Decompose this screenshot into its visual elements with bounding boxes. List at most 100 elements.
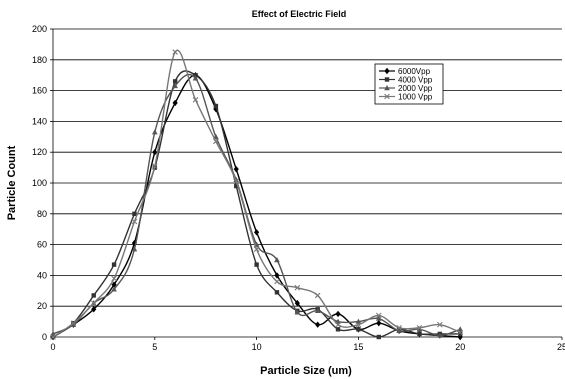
legend-label-3: 1000 Vpp [398, 93, 433, 102]
data-point-3-3-stroke-b [111, 275, 117, 282]
data-point-3-14-stroke-b [335, 321, 341, 328]
legend-marker-3 [384, 93, 390, 100]
data-point-2-11 [274, 257, 280, 263]
data-point-3-7 [192, 97, 199, 103]
data-point-1-4 [132, 211, 137, 216]
legend-label-0: 6000Vpp [398, 67, 431, 76]
legend-marker-0 [384, 67, 390, 75]
data-point-0-14 [335, 310, 341, 318]
data-point-3-6 [172, 49, 178, 55]
y-tick-label-0: 0 [42, 332, 47, 342]
data-point-3-20-stroke-b [457, 329, 463, 336]
chart-title: Effect of Electric Field [252, 9, 347, 19]
data-point-0-6 [172, 99, 178, 107]
data-point-3-9 [233, 178, 240, 185]
series-group [50, 49, 463, 341]
series-line-3 [52, 49, 461, 338]
data-point-1-18 [417, 331, 422, 337]
data-point-0-3 [111, 281, 117, 288]
data-point-3-8 [213, 138, 219, 145]
data-point-0-10 [254, 229, 260, 236]
data-point-3-7-stroke-b [192, 97, 199, 103]
data-point-3-20 [457, 329, 463, 336]
data-point-1-7 [193, 73, 198, 78]
data-point-1-20 [458, 331, 463, 337]
data-point-0-16 [376, 319, 382, 327]
data-point-3-16-stroke-b [375, 312, 382, 319]
data-point-2-17 [396, 327, 402, 334]
data-point-3-16 [375, 312, 382, 319]
data-point-2-19 [437, 332, 443, 338]
data-point-2-18 [416, 326, 423, 332]
data-point-0-13 [315, 321, 321, 328]
data-point-2-3 [111, 286, 117, 292]
data-point-3-12-stroke-b [294, 284, 301, 291]
data-point-3-15 [355, 321, 362, 328]
data-point-2-16 [375, 315, 382, 321]
legend-marker-1 [384, 77, 390, 82]
data-point-1-6 [172, 79, 178, 84]
data-point-3-4-stroke-b [131, 218, 138, 225]
data-point-3-2 [90, 300, 97, 306]
data-point-3-17-stroke-b [396, 324, 402, 331]
data-point-3-19 [437, 321, 443, 328]
y-tick-label-160: 160 [32, 86, 47, 96]
data-point-2-0 [50, 330, 56, 337]
data-point-3-0 [50, 334, 56, 340]
series-0 [50, 72, 463, 341]
data-point-3-10-stroke-b [253, 246, 260, 253]
data-point-0-11 [274, 272, 280, 279]
data-point-2-5 [152, 129, 158, 135]
series-1 [50, 70, 463, 340]
y-tick-label-180: 180 [32, 55, 47, 65]
data-point-3-8-stroke-b [213, 138, 219, 145]
data-point-3-17 [396, 324, 402, 331]
data-point-3-4 [131, 218, 138, 225]
data-point-1-3 [111, 262, 117, 267]
x-tick-label-25: 25 [557, 342, 565, 352]
data-point-3-1-stroke-b [70, 320, 77, 326]
data-point-2-1 [70, 321, 77, 327]
series-line-0 [52, 74, 461, 338]
y-tick-label-60: 60 [37, 240, 47, 250]
data-point-3-11-stroke-b [274, 278, 280, 285]
data-point-3-13-stroke-b [314, 292, 321, 299]
data-point-3-14 [335, 321, 341, 328]
data-point-0-5 [152, 149, 158, 156]
data-point-3-15-stroke-b [355, 321, 362, 328]
data-point-0-12 [294, 299, 300, 307]
data-point-2-6 [172, 82, 178, 89]
y-tick-label-120: 120 [32, 147, 47, 157]
data-point-3-10 [253, 246, 260, 253]
y-tick-label-200: 200 [32, 24, 47, 34]
y-tick-label-20: 20 [37, 301, 47, 311]
data-point-3-5-stroke-b [152, 163, 158, 169]
series-line-1 [52, 70, 461, 338]
data-point-1-15 [356, 327, 361, 332]
data-point-2-12 [294, 309, 301, 315]
data-point-1-2 [91, 293, 96, 298]
data-point-3-19-stroke-b [437, 321, 443, 328]
data-point-3-18 [416, 324, 423, 331]
x-tick-label-10: 10 [252, 342, 262, 352]
data-point-3-1 [70, 320, 77, 326]
data-point-0-2 [91, 306, 97, 313]
y-tick-label-100: 100 [32, 178, 47, 188]
data-point-2-7 [192, 75, 199, 81]
data-point-3-5 [152, 163, 158, 169]
legend-label-2: 2000 Vpp [398, 84, 433, 93]
data-point-3-0-stroke-b [50, 334, 56, 340]
y-tick-label-140: 140 [32, 116, 47, 126]
series-2 [50, 73, 463, 338]
x-tick-label-15: 15 [353, 342, 363, 352]
data-point-1-14 [335, 327, 341, 332]
x-axis-label: Particle Size (um) [260, 365, 352, 377]
y-tick-label-80: 80 [37, 209, 47, 219]
series-line-2 [52, 73, 461, 337]
data-point-3-13 [314, 292, 321, 299]
legend-label-1: 4000 Vpp [398, 76, 433, 85]
x-tick-label-20: 20 [455, 342, 465, 352]
data-point-3-11 [274, 278, 280, 285]
data-point-2-13 [314, 307, 321, 314]
